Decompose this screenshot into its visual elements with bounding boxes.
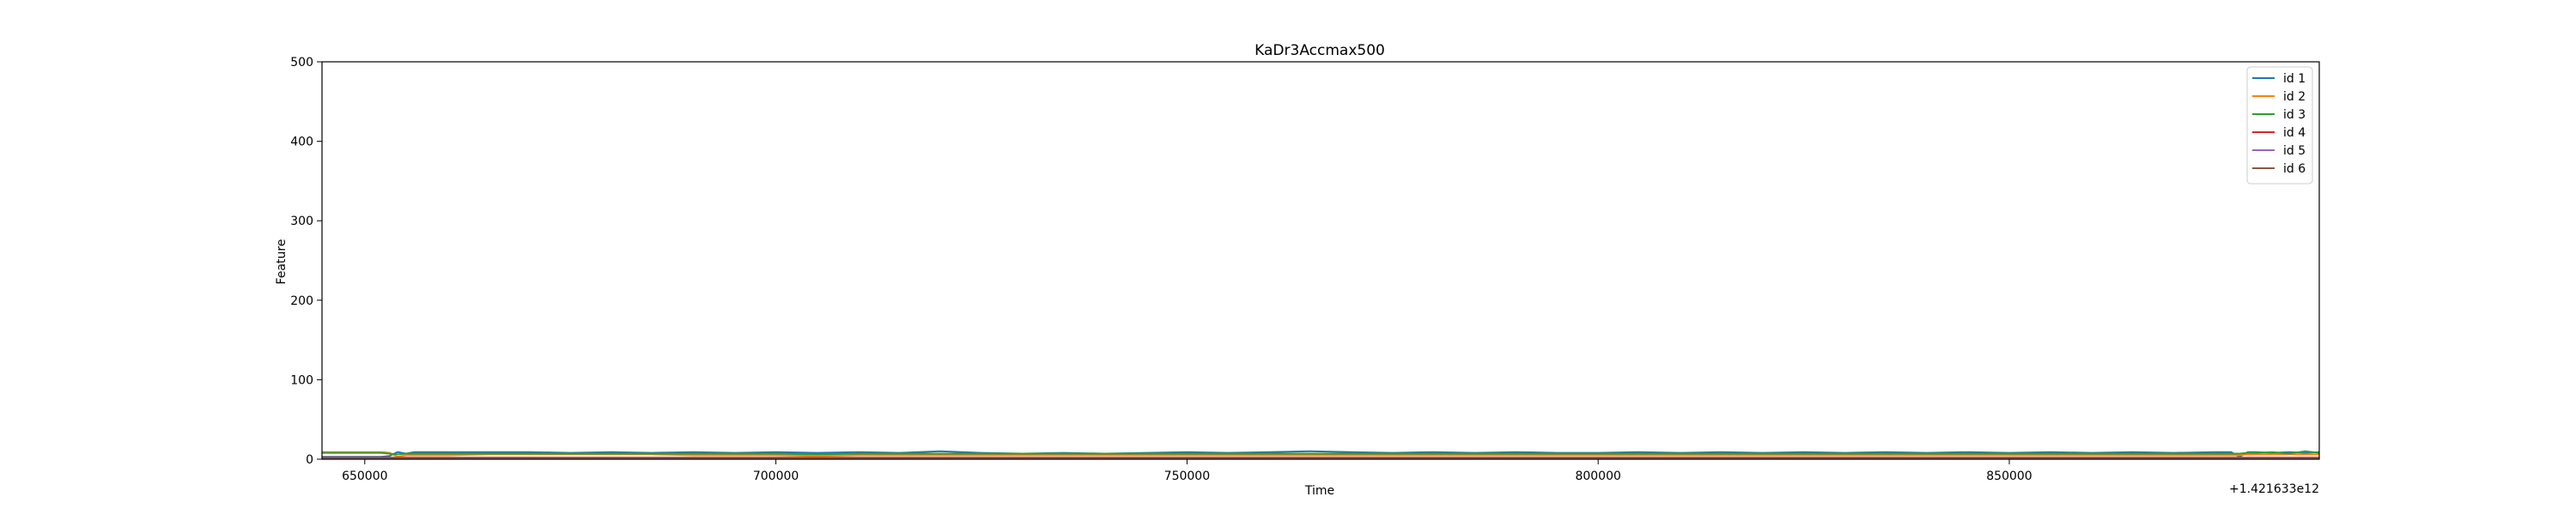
plot-lines	[322, 450, 2320, 460]
x-axis-offset-label: +1.421633e12	[2229, 482, 2319, 496]
series-line-1	[322, 450, 2320, 458]
y-tick-label: 200	[290, 294, 313, 308]
legend: id 1 id 2 id 3 id 4 id 5 id 6	[2246, 66, 2313, 185]
legend-label: id 5	[2283, 144, 2306, 158]
legend-label: id 2	[2283, 90, 2306, 104]
y-tick-label: 500	[290, 56, 313, 70]
legend-label: id 4	[2283, 126, 2306, 140]
x-tick-label: 700000	[753, 470, 799, 483]
x-tick-label: 750000	[1164, 470, 1210, 483]
x-tick-label: 800000	[1575, 470, 1620, 483]
y-tick-label: 100	[290, 373, 313, 387]
x-tick-label: 650000	[342, 470, 387, 483]
legend-label: id 3	[2283, 108, 2306, 122]
legend-label: id 6	[2283, 162, 2306, 176]
y-tick-label: 0	[306, 453, 313, 467]
y-tick-label: 400	[290, 136, 313, 149]
x-axis-label: Time	[1304, 484, 1334, 498]
x-axis-ticks: 650000 700000 750000 800000 850000	[342, 459, 2032, 483]
y-tick-label: 300	[290, 215, 313, 228]
legend-label: id 1	[2283, 72, 2306, 86]
y-axis-label: Feature	[275, 239, 289, 285]
chart-title: KaDr3Accmax500	[1255, 42, 1385, 59]
series-line-3	[322, 450, 2320, 456]
y-axis-ticks: 0 100 200 300 400 500	[290, 56, 322, 467]
plot-frame	[321, 61, 2320, 460]
x-tick-label: 850000	[1986, 470, 2032, 483]
